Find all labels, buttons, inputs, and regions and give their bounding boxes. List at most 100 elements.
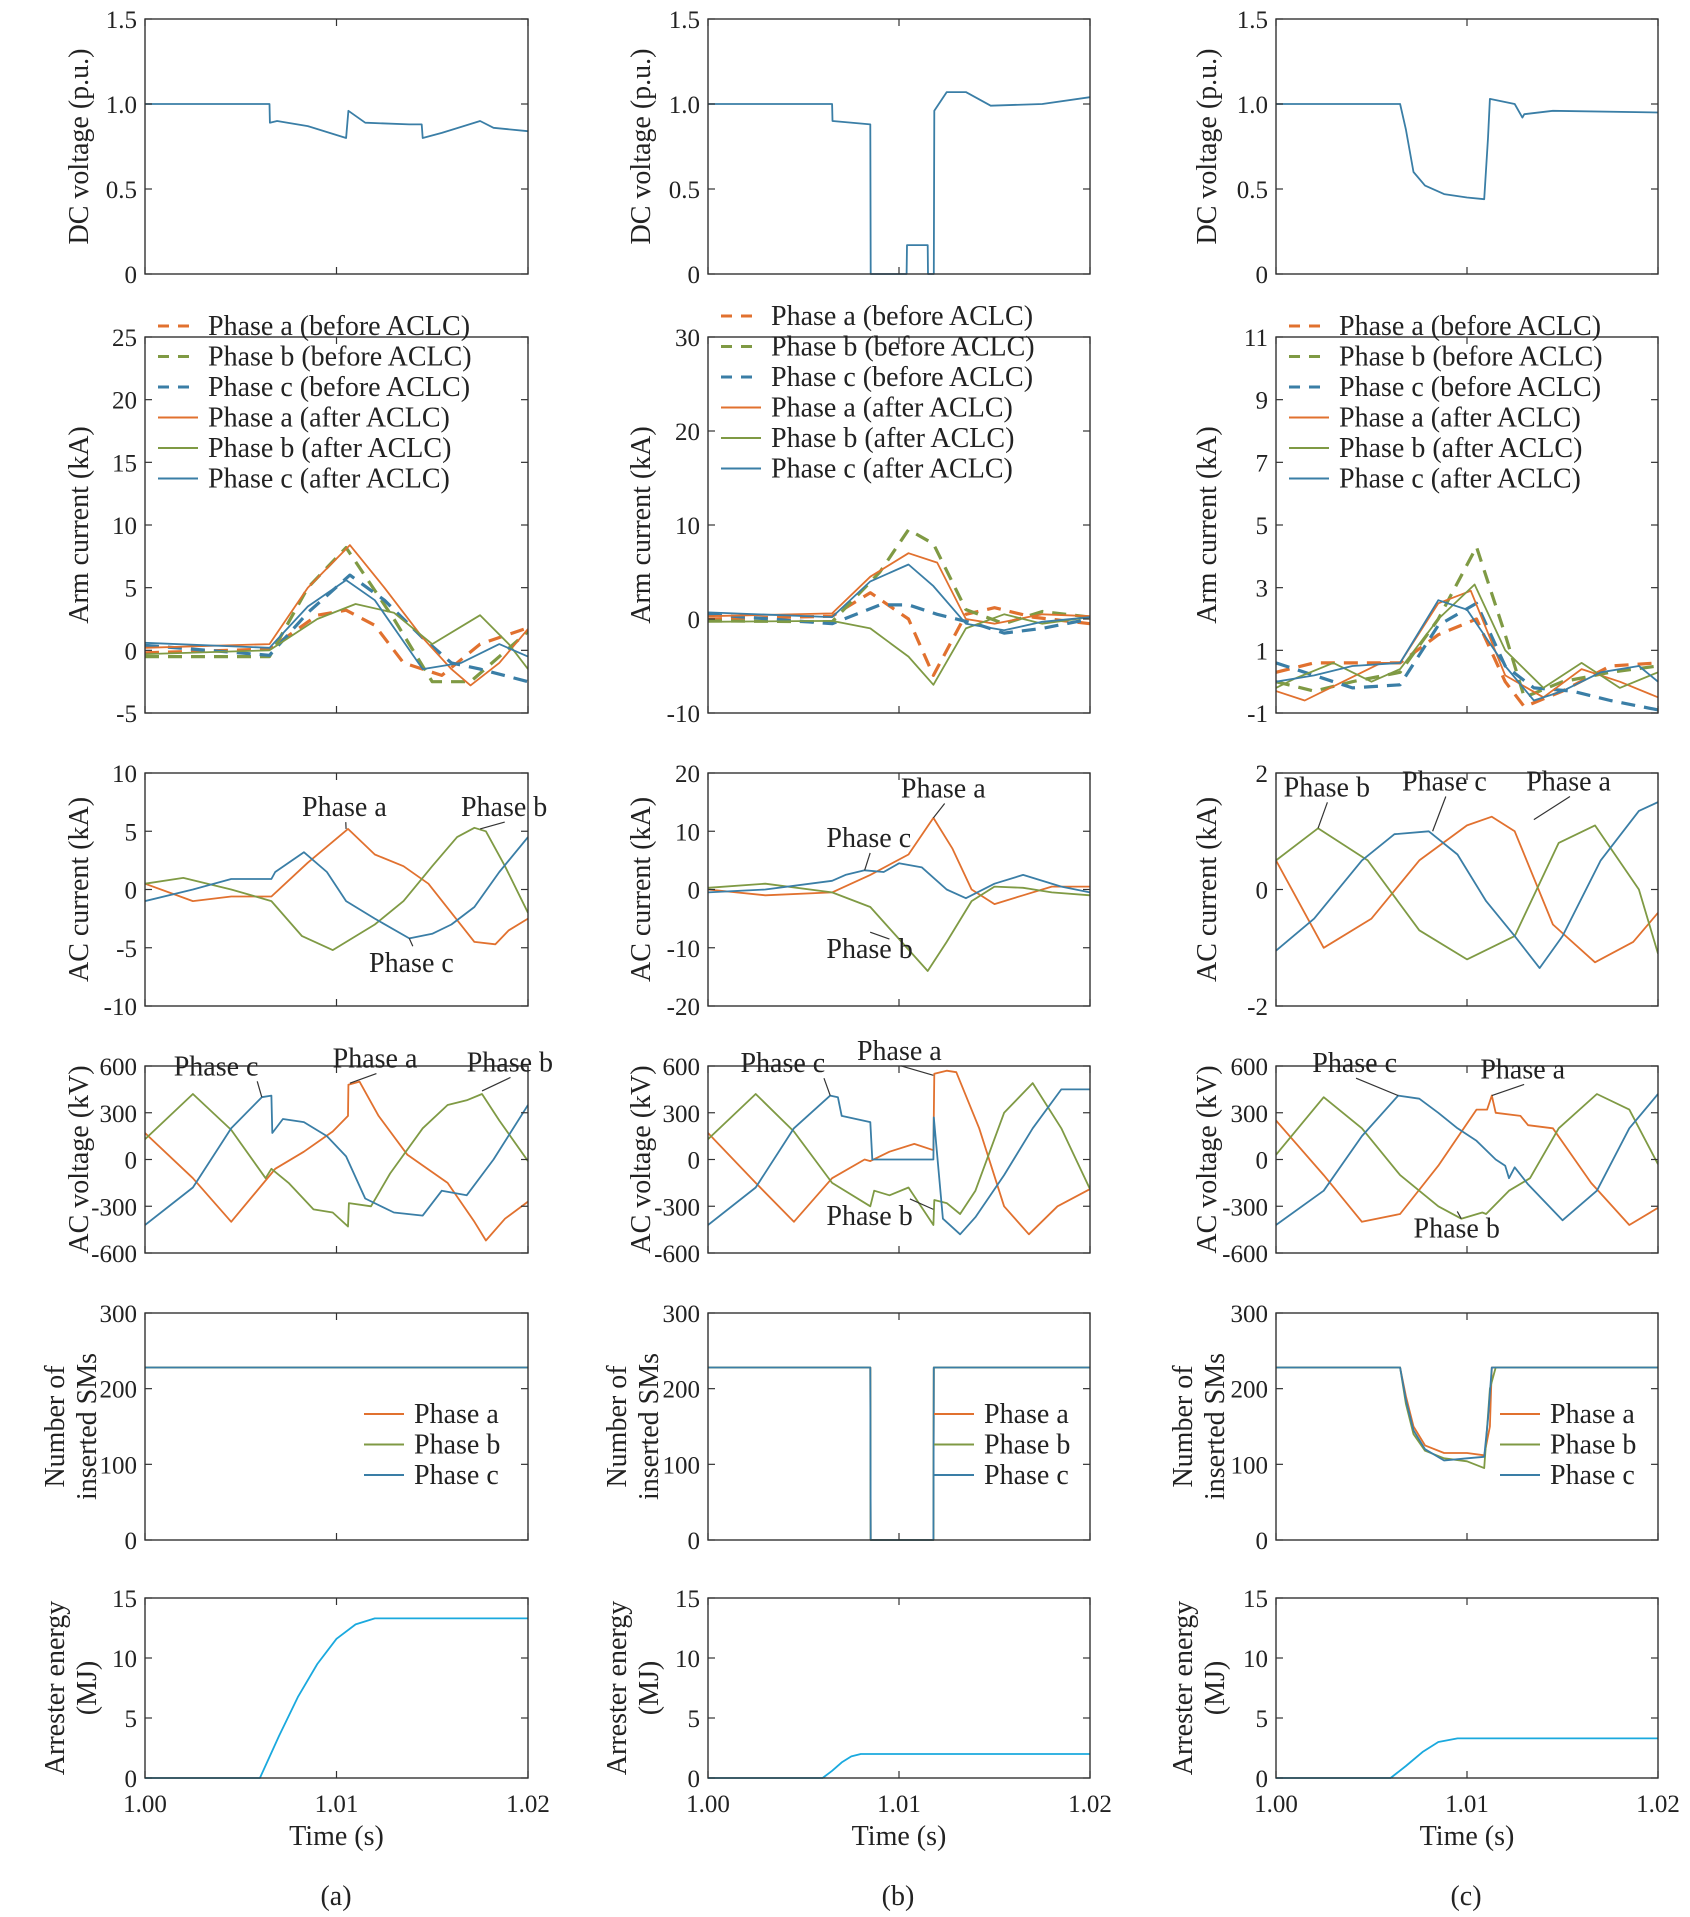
column-label-b: (b): [882, 1881, 915, 1912]
series-line-phase-c-before-aclc-: [1276, 601, 1658, 712]
annotation-leader: [1533, 795, 1571, 821]
y-tick-label: 100: [100, 1452, 138, 1479]
legend-label: Phase a: [1550, 1399, 1635, 1430]
plot-frame: [1275, 1597, 1659, 1779]
series-line-phase-c: [145, 836, 528, 940]
y-tick-label: -600: [1222, 1241, 1268, 1268]
plot-frame: [144, 18, 529, 275]
y-tick-label: 5: [1256, 513, 1269, 540]
legend-label: Phase b (before ACLC): [771, 332, 1035, 363]
y-axis-label: AC voltage (kV): [64, 1065, 95, 1253]
y-axis-label: DC voltage (p.u.): [1192, 49, 1223, 245]
y-tick-label: 15: [112, 450, 137, 477]
y-tick-label: 0: [125, 1766, 138, 1793]
legend-label: Phase c (before ACLC): [208, 372, 470, 403]
plot-frame: [707, 18, 1091, 275]
annotation-phase-c: Phase c: [174, 1051, 259, 1082]
annotation-phase-b: Phase b: [1414, 1213, 1500, 1244]
annotation-phase-a: Phase a: [333, 1044, 418, 1075]
y-axis-label: AC voltage (kV): [626, 1065, 657, 1253]
y-tick-label: -300: [91, 1194, 137, 1221]
series-line-phase-a-after-aclc-: [708, 552, 1090, 625]
series-line-phase-b-before-aclc-: [145, 545, 528, 684]
y-tick-label: 1.0: [669, 92, 700, 119]
series-line-phase-b: [145, 1093, 528, 1228]
legend-label: Phase c: [1550, 1460, 1635, 1491]
y-axis-label: AC current (kA): [1192, 797, 1223, 982]
y-tick-label: 10: [675, 513, 700, 540]
annotation-phase-b: Phase b: [826, 934, 912, 965]
y-axis-label: DC voltage (p.u.): [64, 49, 95, 245]
y-tick-label: 9: [1256, 388, 1269, 415]
legend-label: Phase a (after ACLC): [771, 393, 1013, 424]
legend: Phase a (before ACLC)Phase b (before ACL…: [1289, 311, 1603, 495]
panel-dc-voltage-a: 0 0.5 1.0 1.5 DC voltage (p.u.): [64, 7, 529, 289]
annotation-phase-c: Phase c: [1402, 766, 1487, 797]
series-group: [708, 1069, 1090, 1236]
legend-label: Phase c (before ACLC): [1339, 372, 1601, 403]
x-tick-label: 1.00: [1254, 1791, 1298, 1818]
annotation-leader: [864, 852, 871, 871]
y-tick-label: 5: [688, 1706, 701, 1733]
series-line-phase-b: [1276, 824, 1658, 961]
y-tick-label: 11: [1244, 325, 1268, 352]
y-axis-label: Arm current (kA): [626, 426, 657, 623]
series-line-phase-c: [708, 1088, 1090, 1236]
y-tick-label: 0.5: [106, 177, 137, 204]
y-tick-label: 10: [112, 513, 137, 540]
y-tick-label: 15: [112, 1586, 137, 1613]
y-tick-label: 100: [1231, 1452, 1269, 1479]
y-tick-label: 300: [100, 1101, 138, 1128]
y-tick-label: 1.0: [106, 92, 137, 119]
series-group: [145, 826, 528, 951]
y-tick-label: 10: [675, 819, 700, 846]
panel-arm-current-b: -10 0 10 20 30 Arm current (kA) Phase a (befor…: [626, 301, 1091, 728]
series-group: [708, 817, 1090, 972]
series-line-phase-c: [145, 1094, 528, 1226]
annotation-phase-b: Phase b: [1284, 772, 1370, 803]
series-line-phase-b: [1276, 1093, 1658, 1220]
y-tick-label: 300: [663, 1301, 701, 1328]
legend-label: Phase c: [414, 1460, 499, 1491]
y-tick-label: 0: [688, 607, 701, 634]
y-tick-label: 10: [1243, 1646, 1268, 1673]
annotation-phase-a: Phase a: [1526, 766, 1611, 797]
legend-label: Phase a: [414, 1399, 499, 1430]
y-axis-label: AC current (kA): [64, 797, 95, 982]
y-tick-label: 3: [1256, 576, 1269, 603]
annotation-leader: [900, 1065, 934, 1076]
y-tick-label: 5: [125, 819, 138, 846]
annotation-phase-b: Phase b: [826, 1201, 912, 1232]
x-axis-label: Time (s): [289, 1821, 384, 1852]
y-tick-label: 2: [1256, 761, 1269, 788]
y-tick-label: 5: [125, 576, 138, 603]
annotation-phase-b: Phase b: [467, 1047, 553, 1078]
series-group: [145, 1080, 528, 1242]
panel-energy-c: 0 5 10 15 1.00 1.01 1.02 Time (s) Arrester energ…: [1168, 1586, 1680, 1852]
y-tick-label: 600: [663, 1054, 701, 1081]
annotation-leader: [1355, 1077, 1399, 1097]
series-group: [145, 1617, 528, 1779]
panel-energy-a: 0 5 10 15 1.00 1.01 1.02 Time (s) Arrester energ…: [40, 1586, 550, 1852]
legend-label: Phase a: [984, 1399, 1069, 1430]
y-tick-label: 1.5: [1237, 7, 1268, 34]
annotation-leader: [1432, 796, 1447, 832]
plot-frame: [707, 1597, 1091, 1779]
annotation-leader: [1491, 1083, 1525, 1097]
y-tick-label: -300: [1222, 1194, 1268, 1221]
legend: Phase a (before ACLC)Phase b (before ACL…: [721, 301, 1035, 485]
y-tick-label: 300: [663, 1101, 701, 1128]
panel-ac-voltage-c: -600 -300 0 300 600 AC voltage (kV) Phase c Pha…: [1192, 1048, 1659, 1268]
legend-label: Phase a (after ACLC): [1339, 403, 1581, 434]
x-axis-label: Time (s): [1420, 1821, 1515, 1852]
y-tick-label: 30: [675, 325, 700, 352]
y-axis-label: Number ofinserted SMs: [1168, 1353, 1231, 1500]
series-line-phase-a-after-aclc-: [1276, 589, 1658, 702]
y-tick-label: 1: [1256, 638, 1269, 665]
series-line-phase-c-after-aclc-: [708, 563, 1090, 632]
y-tick-label: -5: [116, 701, 137, 728]
y-axis-label: DC voltage (p.u.): [626, 49, 657, 245]
series-line-phase-c-before-aclc-: [145, 573, 528, 684]
